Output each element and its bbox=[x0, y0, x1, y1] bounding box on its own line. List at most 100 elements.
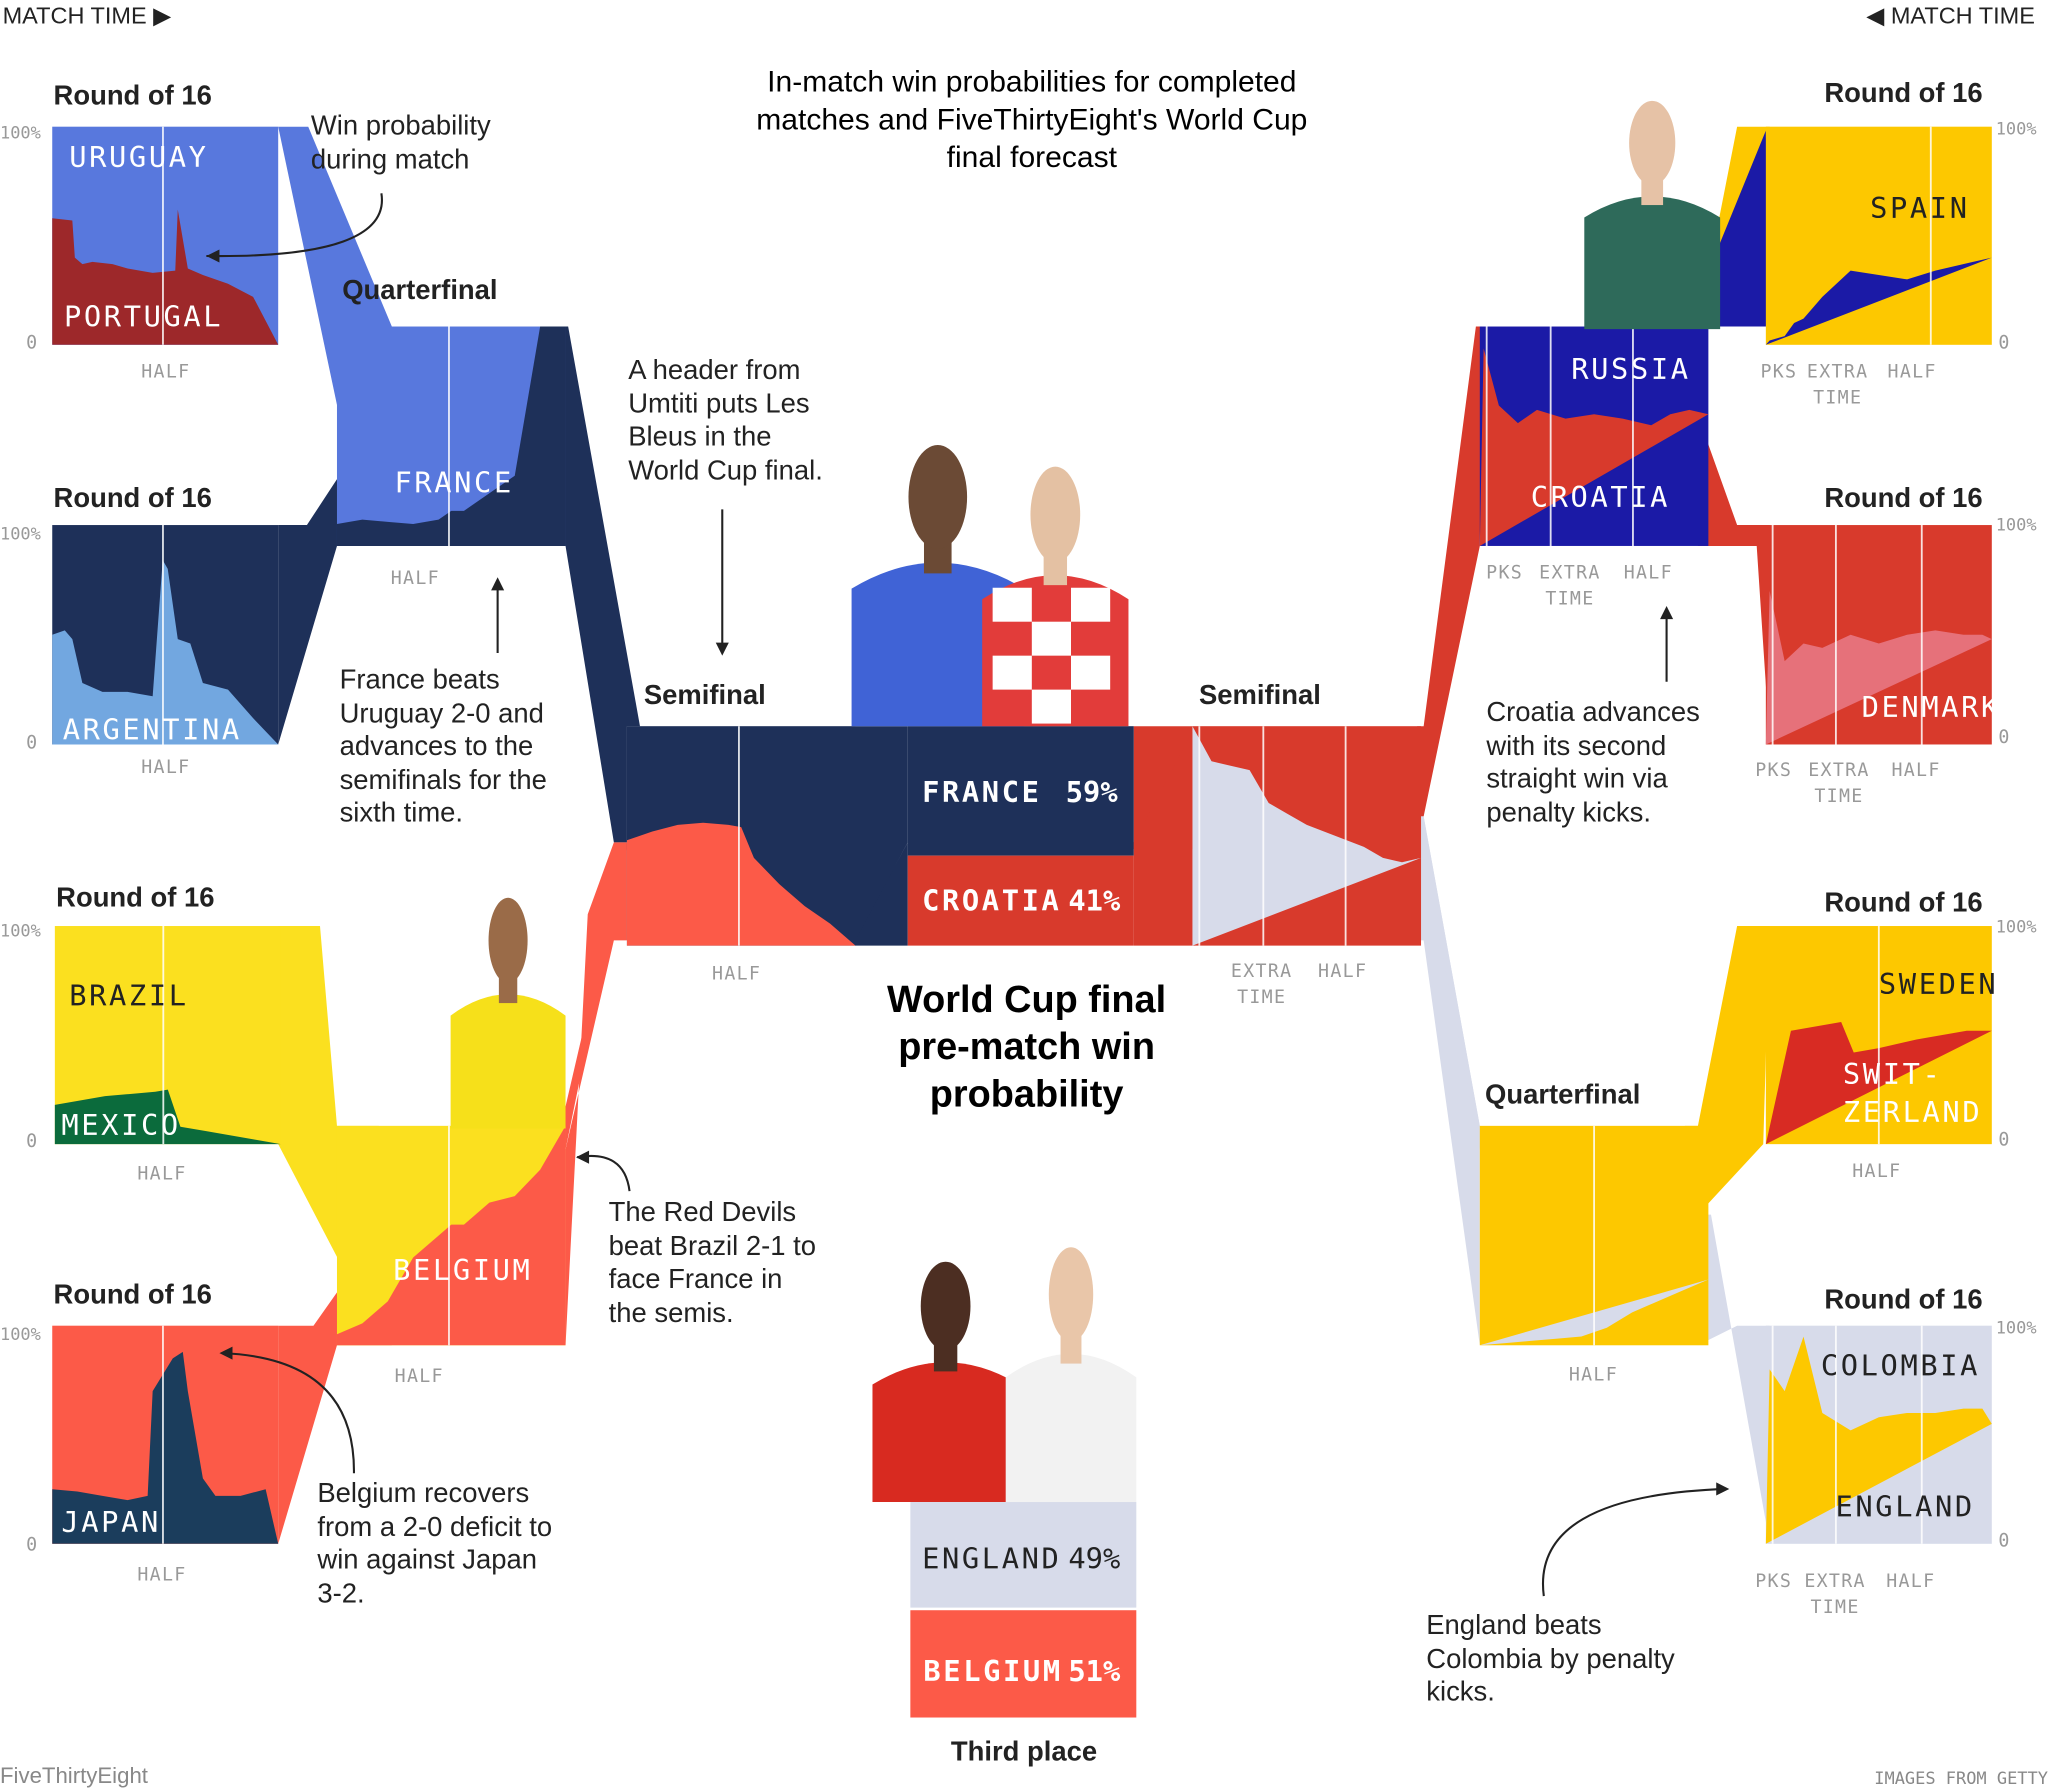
team-switzerland: SWIT- ZERLAND bbox=[1843, 1057, 1982, 1129]
round-label-r16-spa-rus: Round of 16 bbox=[1824, 77, 1982, 108]
arrow-umtiti-head bbox=[715, 642, 729, 656]
arrow-croatia-qf-head bbox=[1660, 606, 1674, 620]
panel-r16-uru-por bbox=[52, 126, 279, 345]
panel-qf-bra-bel bbox=[336, 1125, 566, 1346]
checker-square bbox=[1031, 689, 1072, 724]
pct-top-left-1: 100% bbox=[0, 524, 41, 544]
panel-r16-col-eng bbox=[1765, 1325, 1992, 1544]
round-label-r16-cro-den: Round of 16 bbox=[1824, 482, 1982, 513]
pct-top-left-0: 100% bbox=[0, 123, 41, 143]
third-bar-england bbox=[910, 1502, 1137, 1608]
footer-brand: FiveThirtyEight bbox=[0, 1763, 148, 1788]
team-russia: RUSSIA bbox=[1571, 352, 1690, 386]
photo-kane-head bbox=[1048, 1247, 1094, 1342]
panel-r16-swe-sui bbox=[1765, 926, 1992, 1145]
annotation-croatia-qf-line: Croatia advances bbox=[1486, 697, 1700, 728]
extra-label-2: EXTRA bbox=[1808, 760, 1870, 781]
team-portugal: PORTUGAL bbox=[64, 300, 223, 334]
final-bar-croatia bbox=[907, 855, 1134, 946]
pct-bot-left-3: 0 bbox=[26, 1534, 37, 1555]
flow-france-qf-to-sf bbox=[561, 326, 640, 843]
pct-top-right-3: 100% bbox=[1996, 1319, 2037, 1339]
annotation-belgium-japan-line: win against Japan bbox=[317, 1545, 537, 1576]
team-denmark: DENMARK bbox=[1862, 690, 2001, 724]
photo-neymar bbox=[450, 897, 566, 1129]
pks-label-1: PKS bbox=[1486, 563, 1523, 584]
half-label-2: HALF bbox=[141, 757, 190, 778]
area-r16-spa-rus bbox=[1765, 257, 1992, 345]
annotation-croatia-qf-line: with its second bbox=[1486, 730, 1667, 761]
annotation-red-devils-line: the semis. bbox=[608, 1297, 734, 1328]
flow-sf-to-final-right-b bbox=[1133, 731, 1193, 946]
annotation-umtiti-line: Bleus in the bbox=[628, 421, 772, 452]
panel-r16-cro-den bbox=[1765, 525, 1992, 745]
half-label-0: HALF bbox=[141, 361, 190, 382]
arrow-france-qf bbox=[491, 577, 505, 654]
flow-england-qf-to-sf-b bbox=[1417, 816, 1480, 1150]
flow-england-r16-to-qf bbox=[1697, 1214, 1770, 1544]
team-belgium: BELGIUM bbox=[393, 1253, 532, 1287]
center-title-line: World Cup final bbox=[887, 979, 1167, 1022]
arrow-england-head bbox=[1716, 1482, 1730, 1496]
half-label-5: HALF bbox=[137, 1564, 186, 1585]
match-time-right: ◀ MATCH TIME bbox=[1866, 3, 2035, 29]
panel-qf-rus-cro bbox=[1479, 326, 1709, 546]
final-pct-france: 59% bbox=[1066, 775, 1119, 809]
team-uruguay: URUGUAY bbox=[69, 140, 208, 174]
center-title-line: pre-match win bbox=[898, 1026, 1155, 1069]
annotation-england: England beats Colombia by penalty kicks. bbox=[1426, 1609, 1675, 1709]
photo-lukaku-jersey bbox=[872, 1362, 1019, 1503]
half-label-9: HALF bbox=[1852, 1161, 1901, 1182]
center-title: World Cup final pre-match win probability bbox=[836, 977, 1217, 1118]
photo-modric-head bbox=[1030, 466, 1081, 563]
panel-r16-spa-rus bbox=[1765, 126, 1992, 345]
pct-top-right-2: 100% bbox=[1996, 918, 2037, 938]
photo-kane bbox=[1005, 1247, 1137, 1503]
area-sf-fra-bel bbox=[626, 822, 856, 946]
half-label-7: HALF bbox=[1888, 361, 1937, 382]
flow-england-qf-to-sf bbox=[1417, 816, 1480, 1346]
pct-bot-right-1: 0 bbox=[1998, 727, 2009, 748]
annotation-france-qf: France beats Uruguay 2-0 and advances to t… bbox=[340, 663, 547, 830]
time-label-0: TIME bbox=[1813, 388, 1862, 409]
annotation-france-qf-line: sixth time. bbox=[339, 798, 464, 829]
pct-top-left-3: 100% bbox=[0, 1325, 41, 1345]
area-r16-uru-por bbox=[52, 209, 279, 345]
photo-neymar-jersey bbox=[450, 994, 566, 1129]
half-label-12: HALF bbox=[1318, 961, 1367, 982]
final-pct-croatia: 41% bbox=[1068, 883, 1121, 917]
panel-r16-fra-arg bbox=[52, 525, 279, 745]
arrow-umtiti bbox=[715, 509, 729, 656]
photo-akinfeev-jersey bbox=[1584, 196, 1721, 330]
annotation-croatia-qf: Croatia advances with its second straight … bbox=[1486, 696, 1699, 829]
time-label-3: TIME bbox=[1810, 1597, 1859, 1618]
arrow-croatia-qf bbox=[1660, 606, 1674, 682]
time-label-2: TIME bbox=[1814, 786, 1863, 807]
flow-sf-to-final-left bbox=[855, 842, 908, 946]
round-label-sf-cro-eng: Semifinal bbox=[1199, 679, 1321, 710]
round-label-r16-bra-mex: Round of 16 bbox=[56, 881, 214, 912]
annotation-france-qf-line: France beats bbox=[339, 664, 500, 695]
panel-qf-swe-eng bbox=[1479, 1125, 1709, 1346]
team-mexico: MEXICO bbox=[61, 1108, 180, 1142]
chart-title: In-match win probabilities for completed… bbox=[705, 63, 1358, 177]
area-r16-col-eng bbox=[1765, 1336, 1992, 1544]
chart-title-line: In-match win probabilities for completed bbox=[767, 63, 1297, 98]
annotation-belgium-japan: Belgium recovers from a 2-0 deficit to win… bbox=[317, 1477, 552, 1610]
team-croatia: CROATIA bbox=[1531, 480, 1670, 514]
annotation-umtiti: A header from Umtiti puts Les Bleus in the… bbox=[628, 354, 823, 487]
extra-label-1: EXTRA bbox=[1539, 563, 1601, 584]
annotation-croatia-qf-line: penalty kicks. bbox=[1486, 797, 1651, 828]
pct-bot-right-0: 0 bbox=[1998, 333, 2009, 354]
arrow-red-devils-head bbox=[575, 1150, 590, 1164]
annotation-umtiti-line: A header from bbox=[628, 355, 801, 386]
annotation-umtiti-line: World Cup final. bbox=[628, 455, 823, 486]
annotation-belgium-japan-line: from a 2-0 deficit to bbox=[317, 1511, 553, 1542]
annotation-win-prob-line: during match bbox=[310, 144, 470, 175]
area-r16-bra-mex bbox=[54, 1089, 281, 1145]
annotation-england-line: Colombia by penalty bbox=[1426, 1643, 1675, 1674]
pks-label-2: PKS bbox=[1755, 760, 1792, 781]
arrow-belgium-japan bbox=[219, 1346, 356, 1474]
